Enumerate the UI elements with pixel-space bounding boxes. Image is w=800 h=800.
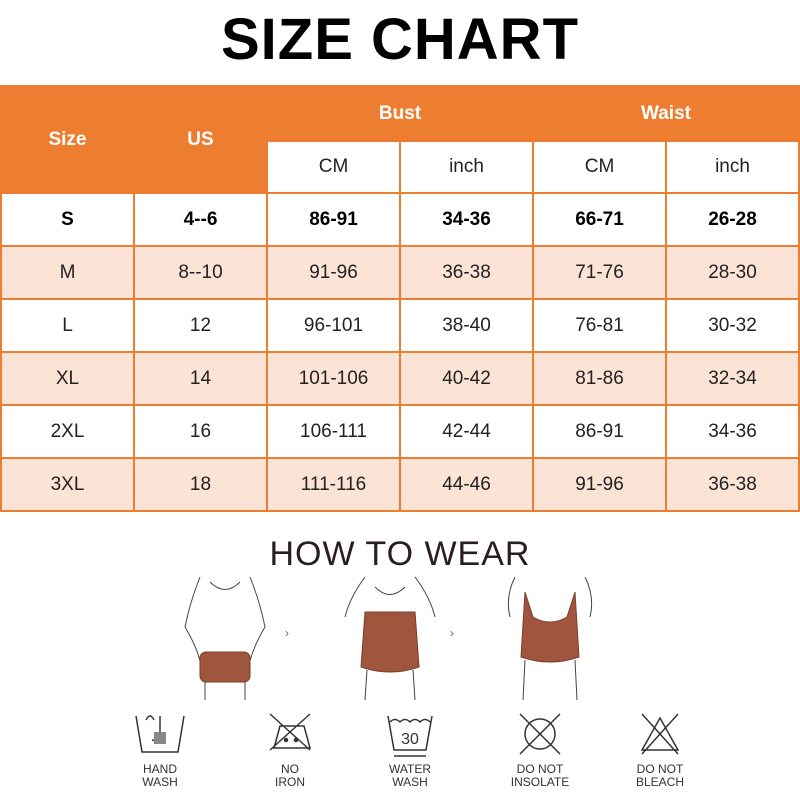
header-us: US [133, 85, 268, 194]
cell-bust-cm: 86-91 [266, 192, 401, 247]
cell-bust-inch: 42-44 [399, 404, 534, 459]
cell-waist-cm: 66-71 [532, 192, 667, 247]
care-label: DO NOT BLEACH [635, 762, 685, 789]
cell-waist-inch: 26-28 [665, 192, 800, 247]
header-waist-inch: inch [665, 140, 800, 194]
cell-us: 4--6 [133, 192, 268, 247]
svg-text:›: › [450, 626, 454, 640]
table-row: L 12 96-101 38-40 76-81 30-32 [0, 298, 800, 353]
care-label: HAND WASH [142, 762, 178, 789]
table-row: XL 14 101-106 40-42 81-86 32-34 [0, 351, 800, 406]
svg-text:›: › [285, 626, 289, 640]
cell-size: L [0, 298, 135, 353]
care-label: DO NOT INSOLATE [510, 762, 570, 789]
page-title: SIZE CHART [221, 7, 579, 72]
care-symbol: DO NOT BLEACH [620, 708, 700, 789]
svg-text:30: 30 [401, 731, 419, 748]
cell-waist-inch: 36-38 [665, 457, 800, 512]
table-row: 2XL 16 106-111 42-44 86-91 34-36 [0, 404, 800, 459]
cell-us: 14 [133, 351, 268, 406]
table-row: 3XL 18 111-116 44-46 91-96 36-38 [0, 457, 800, 512]
size-chart-table: Size US Bust Waist CM inch CM inch S 4--6… [0, 85, 800, 512]
care-label: WATER WASH [389, 762, 431, 789]
care-symbol: DO NOT INSOLATE [500, 708, 580, 789]
cell-waist-cm: 91-96 [532, 457, 667, 512]
table-row: S 4--6 86-91 34-36 66-71 26-28 [0, 192, 800, 247]
how-to-wear-illustrations: › › [184, 576, 593, 701]
cell-waist-inch: 28-30 [665, 245, 800, 300]
care-symbol: NO IRON [250, 708, 330, 789]
how-to-wear-title: HOW TO WEAR [269, 535, 531, 573]
cell-waist-inch: 32-34 [665, 351, 800, 406]
cell-waist-cm: 76-81 [532, 298, 667, 353]
cell-bust-inch: 44-46 [399, 457, 534, 512]
hand-wash-icon [135, 715, 185, 753]
cell-waist-inch: 30-32 [665, 298, 800, 353]
care-symbol: HAND WASH [120, 708, 200, 789]
cell-bust-cm: 111-116 [266, 457, 401, 512]
cell-bust-inch: 36-38 [399, 245, 534, 300]
cell-bust-cm: 91-96 [266, 245, 401, 300]
cell-bust-inch: 38-40 [399, 298, 534, 353]
header-size: Size [0, 85, 135, 194]
cell-size: 3XL [0, 457, 135, 512]
cell-waist-cm: 71-76 [532, 245, 667, 300]
header-waist-cm: CM [532, 140, 667, 194]
cell-us: 8--10 [133, 245, 268, 300]
step-2-figure [344, 576, 436, 701]
header-bust-cm: CM [266, 140, 401, 194]
cell-size: 2XL [0, 404, 135, 459]
step-1-figure [184, 576, 266, 700]
cell-waist-inch: 34-36 [665, 404, 800, 459]
cell-size: S [0, 192, 135, 247]
cell-waist-cm: 81-86 [532, 351, 667, 406]
cell-bust-inch: 40-42 [399, 351, 534, 406]
header-bust-inch: inch [399, 140, 534, 194]
cell-us: 18 [133, 457, 268, 512]
cell-size: XL [0, 351, 135, 406]
cell-us: 16 [133, 404, 268, 459]
cell-size: M [0, 245, 135, 300]
care-symbol: 30 WATER WASH [370, 708, 450, 789]
do-not-insolate-icon [519, 713, 561, 755]
cell-bust-inch: 34-36 [399, 192, 534, 247]
do-not-bleach-icon [640, 713, 680, 755]
header-bust: Bust [266, 85, 534, 142]
header-waist: Waist [532, 85, 800, 142]
cell-bust-cm: 101-106 [266, 351, 401, 406]
cell-us: 12 [133, 298, 268, 353]
cell-bust-cm: 106-111 [266, 404, 401, 459]
care-label: NO IRON [275, 762, 305, 789]
table-row: M 8--10 91-96 36-38 71-76 28-30 [0, 245, 800, 300]
cell-waist-cm: 86-91 [532, 404, 667, 459]
water-wash-30-icon: 30 [387, 715, 433, 757]
cell-bust-cm: 96-101 [266, 298, 401, 353]
step-3-figure [507, 576, 593, 701]
no-iron-icon [269, 713, 311, 751]
